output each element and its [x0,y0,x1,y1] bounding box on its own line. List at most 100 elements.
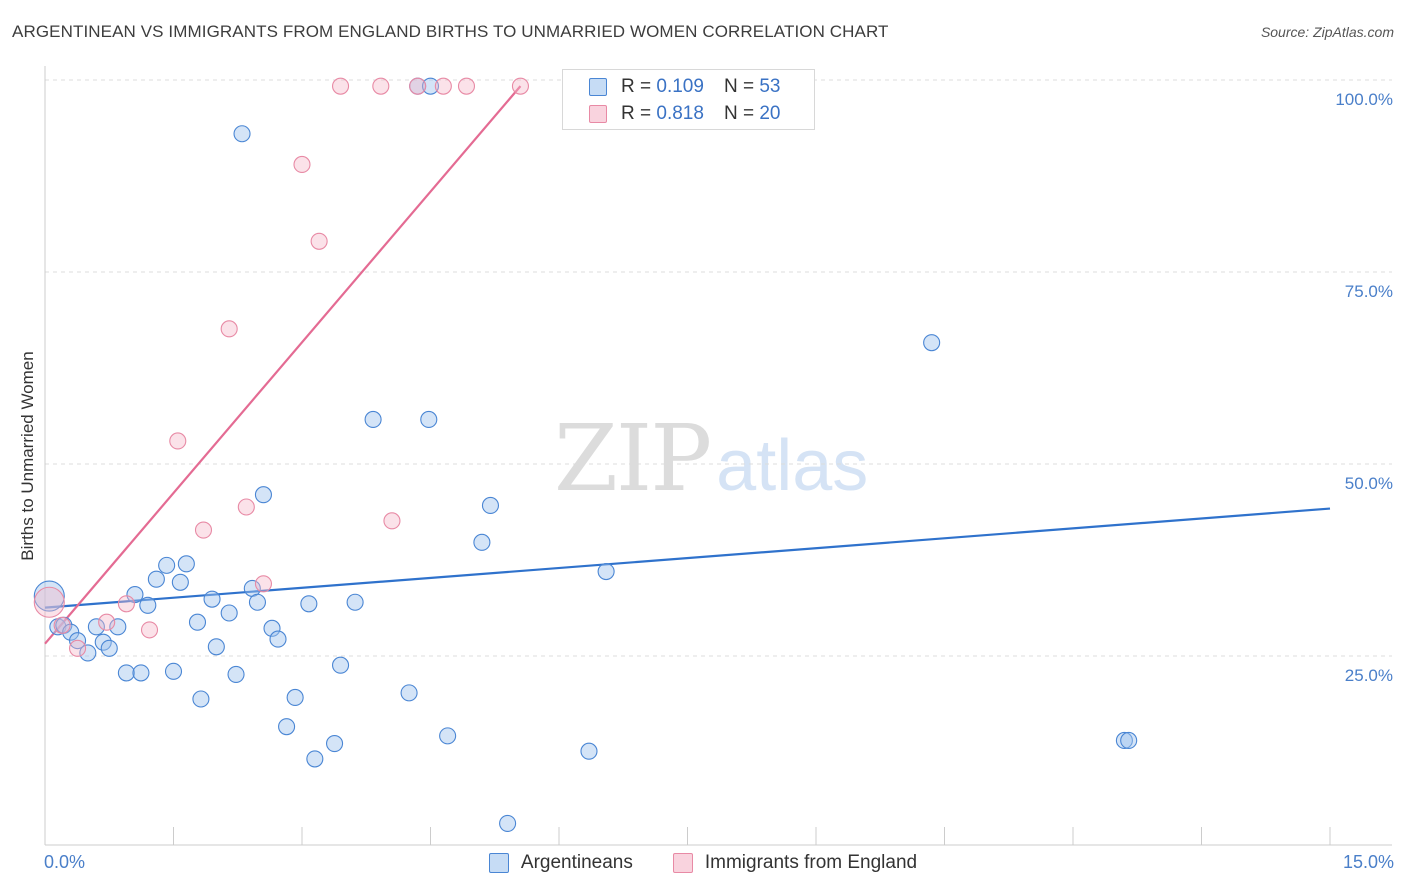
legend-label: Immigrants from England [704,852,918,873]
point-pink [331,77,350,95]
point-blue [220,604,238,622]
point-blue [100,639,118,657]
stats-swatch-blue [589,78,607,96]
trend-line-pink [44,85,522,645]
chart-title: ARGENTINEAN VS IMMIGRANTS FROM ENGLAND B… [12,22,889,41]
stats-box: R = 0.109 N = 53 R = 0.818 N = 20 [562,69,815,130]
point-pink [69,639,87,657]
axes [44,66,1392,846]
point-blue [269,630,287,648]
point-blue [147,570,165,588]
watermark-atlas: atlas [716,426,869,506]
point-blue [139,596,157,614]
point-blue [326,735,344,753]
legend: Argentineans Immigrants from England [0,852,1406,874]
point-pink [117,595,135,613]
point-blue [207,638,225,656]
point-blue [87,618,105,636]
source-credit: Source: ZipAtlas.com [1260,24,1394,40]
point-blue [278,718,296,736]
point-blue [499,814,517,832]
tick-labels: 25.0% 50.0% 75.0% 100.0% [1335,90,1393,685]
point-pink [140,621,159,639]
point-blue [1120,731,1138,750]
point-blue [188,613,207,631]
point-blue [126,586,144,604]
point-pink [98,613,116,631]
r-value: 0.109 [656,76,704,97]
point-blue [473,533,491,551]
point-pink [372,77,390,95]
point-pink [237,498,255,516]
point-blue [164,662,183,680]
point-pink [434,77,452,95]
point-blue [227,665,245,683]
n-label: N = [723,103,755,124]
point-blue [254,486,273,504]
point-pink [383,512,401,530]
legend-label: Argentineans [520,852,633,873]
legend-item-argentineans[interactable]: Argentineans [488,852,633,874]
stats-row-england: R = 0.818 N = 20 [563,101,780,127]
y-tick-label: 25.0% [1345,666,1393,685]
point-blue [233,125,251,143]
point-blue [300,595,318,613]
trend-lines [44,85,1331,645]
point-blue [400,684,418,702]
point-blue [109,618,127,636]
y-tick-label: 100.0% [1335,90,1393,109]
point-blue [203,590,221,608]
grid [45,79,1392,657]
x-axis-min-label: 0.0% [44,852,86,872]
point-blue [364,410,382,429]
point-pink [33,586,65,618]
point-blue [33,580,65,612]
point-blue [331,656,350,674]
n-label: N = [723,76,755,97]
point-blue [597,562,615,581]
point-pink [254,575,273,593]
point-blue [439,727,457,745]
point-blue [158,556,176,574]
point-pink [169,432,187,450]
point-blue [263,619,281,637]
point-pink [53,616,71,634]
point-blue [132,664,150,682]
point-pink [310,232,328,250]
point-blue [286,688,304,707]
legend-item-england[interactable]: Immigrants from England [672,852,918,874]
point-blue [580,742,598,760]
point-pink [457,77,476,95]
point-pink [409,77,427,95]
point-blue [346,593,364,611]
point-blue [306,750,324,768]
trend-line-blue [44,507,1331,609]
y-tick-label: 50.0% [1345,474,1393,493]
r-value: 0.818 [656,103,704,124]
legend-swatch-blue [488,853,509,873]
point-pink [511,77,530,95]
point-blue [481,496,500,515]
x-axis-max-label: 15.0% [1342,852,1394,872]
point-blue [177,555,195,573]
n-value: 53 [759,76,781,97]
watermark-zip: ZIP [554,405,712,512]
point-blue [192,690,210,708]
point-blue [248,593,267,611]
r-label: R = [621,76,652,97]
stats-swatch-pink [589,105,607,123]
r-label: R = [621,103,652,124]
point-blue [171,573,189,591]
watermark: ZIPatlas [554,405,868,512]
n-value: 20 [759,103,781,124]
point-pink [194,521,213,539]
point-pink [220,320,238,338]
point-blue [421,77,440,95]
y-tick-label: 75.0% [1345,282,1393,301]
data-points [33,76,1138,832]
point-blue [94,633,112,651]
point-blue [117,664,135,682]
point-blue [79,644,97,662]
point-blue [923,334,941,352]
